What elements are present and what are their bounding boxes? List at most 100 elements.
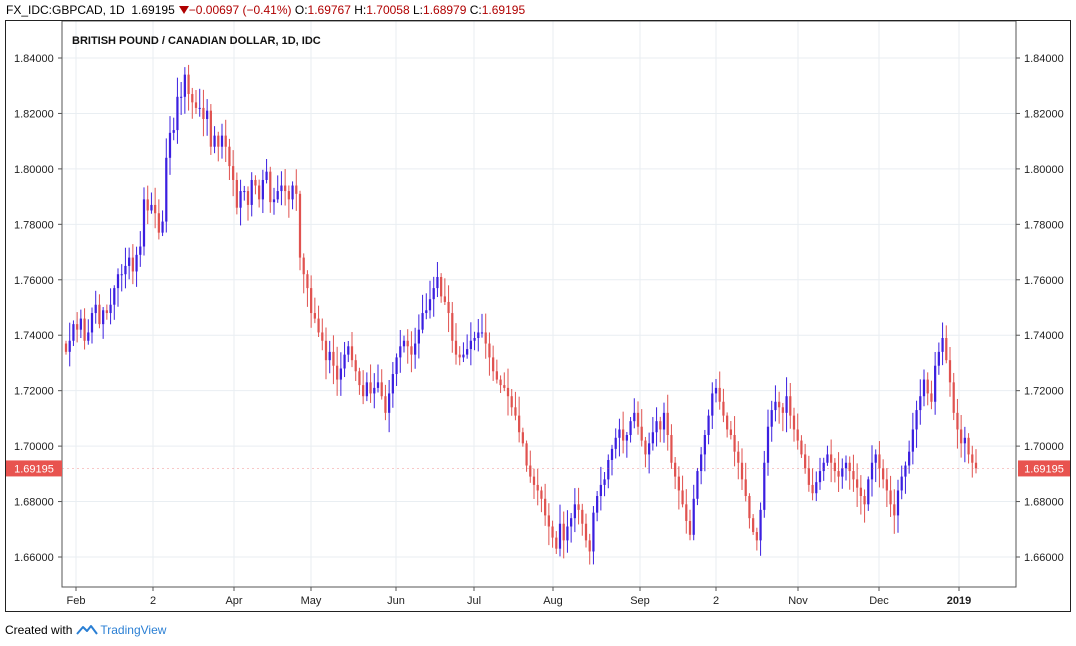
candle — [313, 297, 316, 324]
candle-body — [258, 185, 261, 200]
candle — [778, 391, 781, 424]
candle-body — [492, 357, 495, 372]
candle — [168, 116, 172, 175]
last-price-tag-left-text: 1.69195 — [14, 463, 54, 475]
low-value: 1.68979 — [423, 3, 467, 17]
candle — [146, 185, 149, 225]
candle-body — [466, 349, 469, 355]
candle — [295, 169, 298, 211]
candle — [547, 503, 550, 546]
candle — [183, 67, 186, 114]
candle-body — [217, 135, 220, 147]
candle — [659, 416, 662, 443]
chart-frame[interactable]: BRITISH POUND / CANADIAN DOLLAR, 1D, IDC… — [5, 20, 1071, 612]
candle-body — [774, 401, 777, 411]
candle-body — [636, 412, 640, 427]
candle-body — [503, 385, 506, 388]
candle — [867, 476, 870, 511]
candle-body — [116, 274, 120, 289]
candle — [410, 331, 413, 373]
y-tick-label: 1.74000 — [14, 330, 54, 342]
candle — [503, 372, 506, 392]
candle — [792, 407, 796, 442]
candle — [822, 457, 825, 481]
candle-body — [904, 465, 907, 477]
candle — [428, 280, 432, 319]
candle-body — [934, 365, 937, 402]
candle — [555, 531, 558, 554]
candle — [328, 340, 331, 374]
candle-body — [395, 357, 398, 375]
candle — [633, 398, 636, 429]
candle-body — [235, 179, 238, 208]
candle — [291, 181, 294, 210]
candle-body — [718, 387, 721, 402]
candle — [889, 475, 892, 517]
candle-body — [306, 274, 309, 289]
candle — [154, 187, 157, 229]
candle — [781, 402, 784, 432]
candle-body — [176, 96, 179, 131]
candle-body — [963, 437, 966, 444]
candle — [198, 88, 201, 117]
candle — [770, 400, 773, 442]
candle-body — [596, 496, 599, 513]
candle — [856, 463, 859, 507]
close-label: C: — [469, 3, 482, 17]
candle-body — [685, 504, 688, 521]
candle — [365, 372, 368, 402]
candle — [272, 187, 276, 215]
candle-body — [960, 429, 963, 444]
candle-body — [161, 221, 164, 233]
candle — [759, 502, 762, 556]
candle — [64, 340, 68, 355]
candle — [480, 313, 484, 338]
price-chart[interactable]: BRITISH POUND / CANADIAN DOLLAR, 1D, IDC… — [6, 20, 1070, 611]
candle — [243, 185, 246, 201]
candle — [376, 364, 380, 393]
candle-body — [198, 107, 201, 109]
candle — [284, 169, 287, 206]
candle — [674, 457, 677, 490]
candle-body — [451, 313, 454, 341]
candle — [596, 491, 599, 522]
candle-body — [165, 157, 168, 222]
candle-body — [599, 484, 602, 497]
candle-body — [956, 412, 959, 430]
candle-body — [818, 471, 822, 483]
candle-body — [792, 415, 796, 430]
candle-body — [324, 340, 328, 361]
candle — [651, 417, 654, 451]
candle — [930, 380, 933, 410]
candle — [844, 455, 848, 481]
candle-body — [146, 199, 149, 211]
candle-body — [157, 213, 160, 233]
candle — [874, 449, 877, 483]
candle-body — [347, 346, 350, 355]
candle-body — [614, 437, 617, 449]
tradingview-brand[interactable]: TradingView — [100, 623, 167, 637]
candle-body — [261, 179, 264, 200]
y-tick-label: 1.82000 — [1024, 108, 1064, 120]
candle — [859, 475, 862, 515]
tradingview-logo-icon[interactable] — [76, 623, 99, 637]
candle — [473, 331, 476, 351]
candle-body — [506, 387, 510, 397]
candle — [172, 117, 175, 141]
candle — [228, 138, 231, 181]
candle — [191, 87, 194, 119]
candle-body — [807, 468, 810, 485]
candle — [885, 468, 888, 507]
candle — [391, 362, 394, 408]
candle-body — [410, 346, 413, 355]
candle — [436, 261, 439, 298]
candle-body — [607, 459, 610, 480]
candle — [373, 373, 376, 409]
x-tick-label: 2 — [150, 595, 156, 607]
candle — [610, 444, 614, 476]
candle-body — [930, 393, 933, 402]
candle — [142, 187, 146, 256]
x-tick-label: Jun — [387, 595, 405, 607]
candle — [87, 319, 90, 345]
candle-body — [558, 523, 562, 549]
